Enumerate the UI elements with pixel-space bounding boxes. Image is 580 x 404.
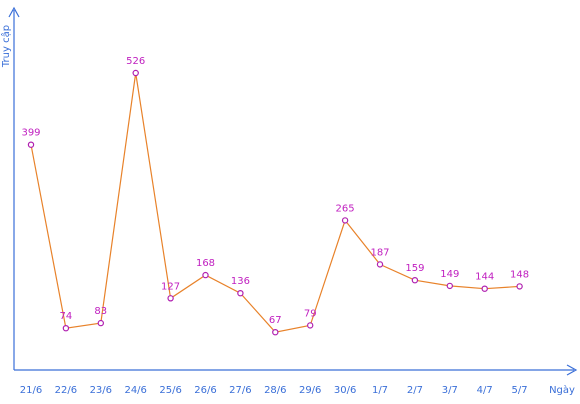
data-label: 526 bbox=[126, 56, 145, 67]
data-point bbox=[237, 290, 244, 297]
x-tick-label: 27/6 bbox=[229, 385, 251, 396]
data-point bbox=[272, 329, 279, 336]
data-point bbox=[376, 261, 384, 268]
x-tick-label: 30/6 bbox=[334, 385, 356, 396]
x-tick-label: 23/6 bbox=[90, 385, 112, 396]
data-label: 74 bbox=[60, 311, 73, 322]
data-label: 399 bbox=[21, 128, 40, 139]
data-label: 83 bbox=[94, 306, 107, 317]
data-point bbox=[62, 325, 70, 332]
data-point bbox=[307, 322, 314, 329]
data-point bbox=[167, 295, 174, 302]
x-tick-label: 28/6 bbox=[264, 385, 286, 396]
data-label: 144 bbox=[475, 272, 494, 283]
x-tick-label: 3/7 bbox=[442, 385, 458, 396]
axes: Truy cập Ngày bbox=[0, 6, 578, 396]
data-label: 168 bbox=[196, 258, 215, 269]
data-point bbox=[97, 319, 105, 327]
data-label: 159 bbox=[405, 263, 424, 274]
data-label: 265 bbox=[336, 203, 355, 214]
data-point bbox=[341, 217, 349, 224]
x-tick-label: 1/7 bbox=[372, 385, 388, 396]
x-tick-labels: 21/6 22/6 23/6 24/6 25/6 26/6 27/6 28/6 29/6 30/6… bbox=[20, 385, 528, 396]
data-point bbox=[516, 283, 523, 290]
data-label: 187 bbox=[370, 247, 389, 258]
y-axis-arrowhead bbox=[8, 6, 20, 18]
data-label: 136 bbox=[231, 276, 250, 287]
x-tick-label: 5/7 bbox=[512, 385, 528, 396]
data-label: 148 bbox=[510, 269, 529, 280]
data-label: 149 bbox=[440, 269, 459, 280]
data-label: 127 bbox=[161, 281, 180, 292]
markers bbox=[27, 69, 523, 336]
data-labels: 399 74 83 526 127 168 136 67 79 265 187 159 149 144 14… bbox=[21, 56, 529, 326]
series bbox=[30, 72, 520, 333]
x-tick-label: 4/7 bbox=[477, 385, 493, 396]
data-point bbox=[27, 141, 35, 148]
x-tick-label: 29/6 bbox=[299, 385, 321, 396]
x-tick-label: 2/7 bbox=[407, 385, 423, 396]
data-point bbox=[446, 282, 453, 290]
x-tick-label: 24/6 bbox=[124, 385, 146, 396]
data-label: 67 bbox=[269, 315, 282, 326]
series-line bbox=[30, 72, 520, 333]
x-tick-label: 22/6 bbox=[55, 385, 77, 396]
data-point bbox=[481, 285, 488, 292]
x-axis-arrowhead bbox=[566, 364, 578, 376]
data-label: 79 bbox=[304, 308, 317, 319]
data-point bbox=[202, 271, 209, 279]
x-axis-title: Ngày bbox=[549, 384, 575, 396]
x-tick-label: 26/6 bbox=[194, 385, 216, 396]
data-point bbox=[411, 277, 419, 284]
x-tick-label: 25/6 bbox=[159, 385, 181, 396]
data-point bbox=[132, 69, 139, 77]
y-axis-title: Truy cập bbox=[0, 25, 12, 68]
x-tick-label: 21/6 bbox=[20, 385, 42, 396]
